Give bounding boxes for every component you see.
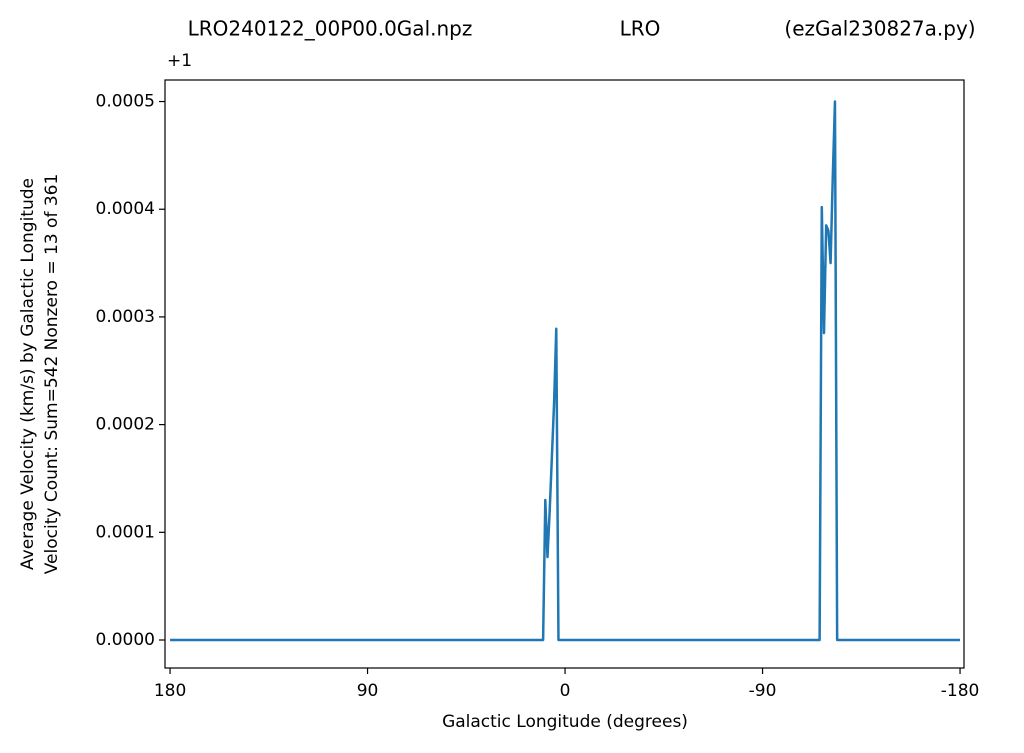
y-tick-label: 0.0002 — [96, 415, 155, 435]
y-tick-label: 0.0003 — [96, 307, 155, 327]
x-tick-label: 180 — [154, 681, 186, 701]
x-tick-label: -90 — [749, 681, 777, 701]
title-file: LRO240122_00P00.0Gal.npz — [188, 17, 473, 41]
y-axis-label: Average Velocity (km/s) by Galactic Long… — [18, 178, 38, 570]
x-tick-label: -180 — [941, 681, 980, 701]
x-axis-label: Galactic Longitude (degrees) — [442, 712, 688, 732]
y-tick-label: 0.0004 — [96, 199, 155, 219]
y-tick-label: 0.0001 — [96, 522, 155, 542]
title-site: LRO — [620, 17, 661, 41]
y-tick-label: 0.0000 — [96, 630, 155, 650]
x-tick-label: 0 — [560, 681, 571, 701]
x-tick-label: 90 — [357, 681, 379, 701]
data-line — [170, 100, 961, 642]
title-script: (ezGal230827a.py) — [784, 17, 975, 41]
plot-frame — [164, 79, 965, 669]
y-offset-text: +1 — [167, 51, 192, 71]
y-axis-label: Velocity Count: Sum=542 Nonzero = 13 of … — [42, 174, 62, 575]
y-tick-label: 0.0005 — [96, 92, 155, 112]
